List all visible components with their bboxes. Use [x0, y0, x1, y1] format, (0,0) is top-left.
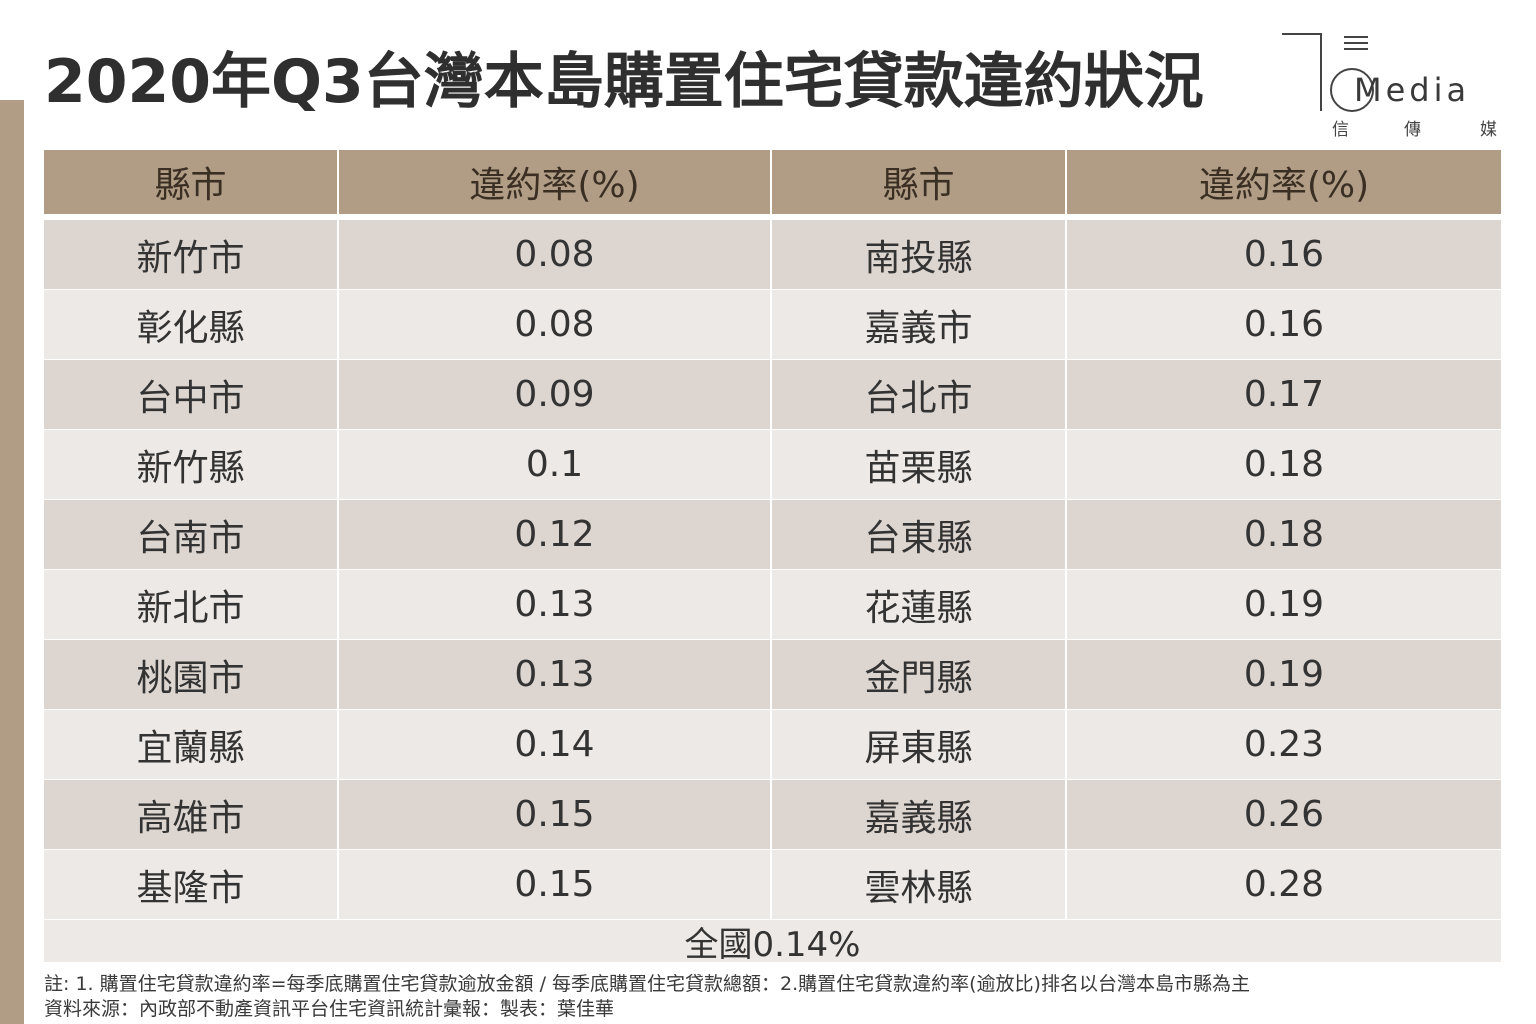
logo-bracket-side	[1320, 33, 1322, 111]
logo-sub-char: 信	[1332, 120, 1349, 140]
county-cell: 新竹縣	[44, 430, 339, 499]
rate-cell: 0.18	[1243, 514, 1325, 555]
rate-cell: 0.13	[339, 570, 772, 639]
national-total: 全國0.14%	[44, 920, 1501, 965]
column-header: 縣市	[44, 150, 339, 214]
county-cell: 雲林縣	[772, 850, 1067, 919]
county-cell: 新北市	[44, 570, 339, 639]
county-cell: 台南市	[44, 500, 339, 569]
logo-sub-char: 傳	[1404, 120, 1421, 140]
table-row: 新竹縣 0.1 苗栗縣 0.18	[44, 430, 1501, 499]
rate-cell: 0.19	[1243, 654, 1325, 695]
county-cell: 花蓮縣	[772, 570, 1067, 639]
rate-cell: 0.23	[1243, 724, 1325, 765]
column-header: 違約率(%)	[1198, 165, 1370, 206]
rate-cell: 0.26	[1243, 794, 1325, 835]
table-row: 桃園市 0.13 金門縣 0.19	[44, 640, 1501, 709]
logo-sub-char: 媒	[1480, 120, 1497, 140]
logo-bracket-top	[1282, 33, 1320, 35]
left-accent-bar	[0, 100, 24, 1024]
rate-cell: 0.18	[1243, 444, 1325, 485]
column-header: 縣市	[772, 150, 1067, 214]
logo-brand-text: Media	[1354, 71, 1471, 109]
footnote-line: 註: 1. 購置住宅貸款違約率=每季底購置住宅貸款逾放金額 / 每季底購置住宅貸…	[44, 973, 1250, 995]
rate-cell: 0.1	[339, 430, 772, 499]
page-title: 2020年Q3台灣本島購置住宅貸款違約狀況	[44, 47, 1204, 117]
column-header: 違約率(%)	[339, 150, 772, 214]
rate-cell: 0.15	[339, 850, 772, 919]
logo-lines-icon	[1344, 36, 1368, 56]
media-logo: Media 信 傳 媒	[1282, 30, 1512, 145]
rate-cell: 0.08	[339, 220, 772, 289]
county-cell: 台東縣	[772, 500, 1067, 569]
table-row: 新北市 0.13 花蓮縣 0.19	[44, 570, 1501, 639]
table-row: 新竹市 0.08 南投縣 0.16	[44, 220, 1501, 289]
rate-cell: 0.15	[339, 780, 772, 849]
default-rate-table: 縣市 違約率(%) 縣市 違約率(%) 新竹市 0.08 南投縣 0.16 彰化縣 0.0…	[44, 150, 1501, 965]
county-cell: 苗栗縣	[772, 430, 1067, 499]
county-cell: 桃園市	[44, 640, 339, 709]
rate-cell: 0.14	[339, 710, 772, 779]
rate-cell: 0.19	[1243, 584, 1325, 625]
county-cell: 基隆市	[44, 850, 339, 919]
table-row: 高雄市 0.15 嘉義縣 0.26	[44, 780, 1501, 849]
county-cell: 嘉義市	[772, 290, 1067, 359]
county-cell: 金門縣	[772, 640, 1067, 709]
footnotes: 註: 1. 購置住宅貸款違約率=每季底購置住宅貸款逾放金額 / 每季底購置住宅貸…	[44, 972, 1250, 1022]
table-header-row: 縣市 違約率(%) 縣市 違約率(%)	[44, 150, 1501, 214]
county-cell: 南投縣	[772, 220, 1067, 289]
rate-cell: 0.16	[1243, 304, 1325, 345]
county-cell: 台北市	[772, 360, 1067, 429]
table-row: 基隆市 0.15 雲林縣 0.28	[44, 850, 1501, 919]
county-cell: 彰化縣	[44, 290, 339, 359]
county-cell: 新竹市	[44, 220, 339, 289]
county-cell: 嘉義縣	[772, 780, 1067, 849]
rate-cell: 0.09	[339, 360, 772, 429]
table-row: 台中市 0.09 台北市 0.17	[44, 360, 1501, 429]
rate-cell: 0.12	[339, 500, 772, 569]
rate-cell: 0.28	[1243, 864, 1325, 905]
table-row: 彰化縣 0.08 嘉義市 0.16	[44, 290, 1501, 359]
rate-cell: 0.16	[1243, 234, 1325, 275]
county-cell: 屏東縣	[772, 710, 1067, 779]
table-row: 宜蘭縣 0.14 屏東縣 0.23	[44, 710, 1501, 779]
table-row: 台南市 0.12 台東縣 0.18	[44, 500, 1501, 569]
logo-circle-icon	[1330, 68, 1374, 112]
table-body: 新竹市 0.08 南投縣 0.16 彰化縣 0.08 嘉義市 0.16 台中市 0.09 台北市 0.…	[44, 220, 1501, 919]
county-cell: 宜蘭縣	[44, 710, 339, 779]
county-cell: 高雄市	[44, 780, 339, 849]
county-cell: 台中市	[44, 360, 339, 429]
rate-cell: 0.13	[339, 640, 772, 709]
rate-cell: 0.08	[339, 290, 772, 359]
footnote-line: 資料來源：內政部不動產資訊平台住宅資訊統計彙報：製表：葉佳華	[44, 998, 615, 1020]
rate-cell: 0.17	[1243, 374, 1325, 415]
